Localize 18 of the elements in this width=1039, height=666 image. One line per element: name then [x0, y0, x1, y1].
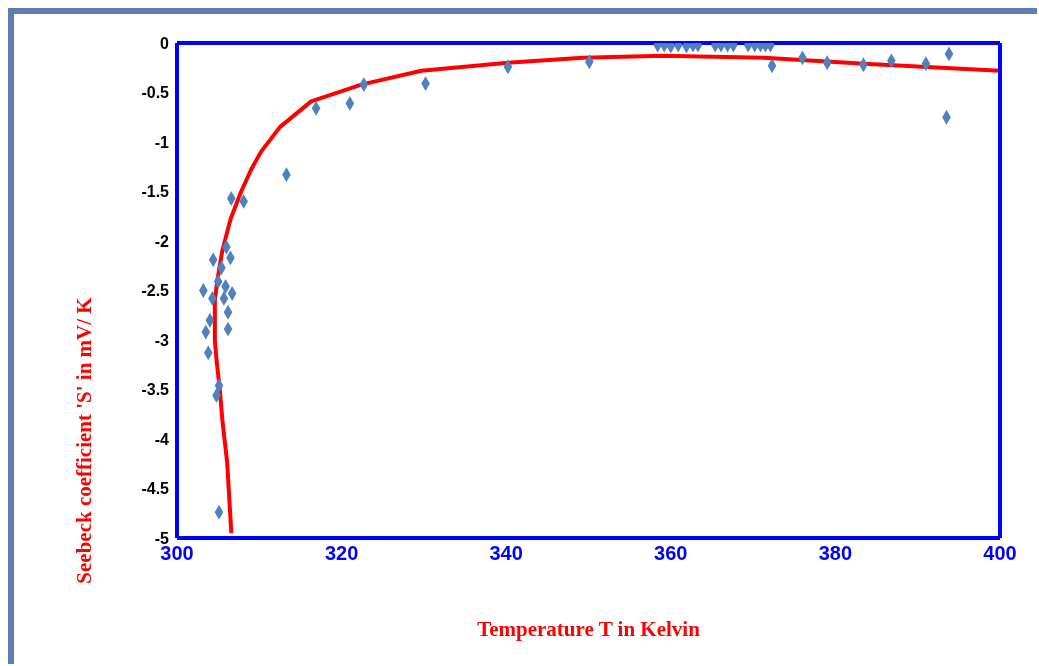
y-tick-label: -5	[154, 529, 170, 547]
y-tick-label: -1.5	[141, 183, 170, 201]
y-tick-label: -1	[154, 133, 170, 151]
x-tick-label: 320	[324, 542, 359, 565]
x-tick-label: 380	[818, 542, 853, 565]
y-tick-label: -4	[154, 430, 170, 448]
y-tick-label: -3	[154, 331, 170, 349]
y-axis-title: Seebeck coefficient 'S' in mV/ K	[72, 296, 97, 584]
y-tick-label: -2.5	[141, 282, 170, 300]
y-tick-label: -4.5	[141, 480, 170, 498]
y-tick-label: -0.5	[141, 84, 170, 102]
y-tick-label: -3.5	[141, 381, 170, 399]
y-tick-label: -2	[154, 232, 170, 250]
y-tick-label: 0	[160, 34, 170, 52]
x-tick-label: 340	[489, 542, 523, 565]
x-axis-title: Temperature T in Kelvin	[477, 617, 701, 641]
x-tick-label: 400	[983, 542, 1017, 565]
x-tick-label: 360	[654, 542, 688, 565]
